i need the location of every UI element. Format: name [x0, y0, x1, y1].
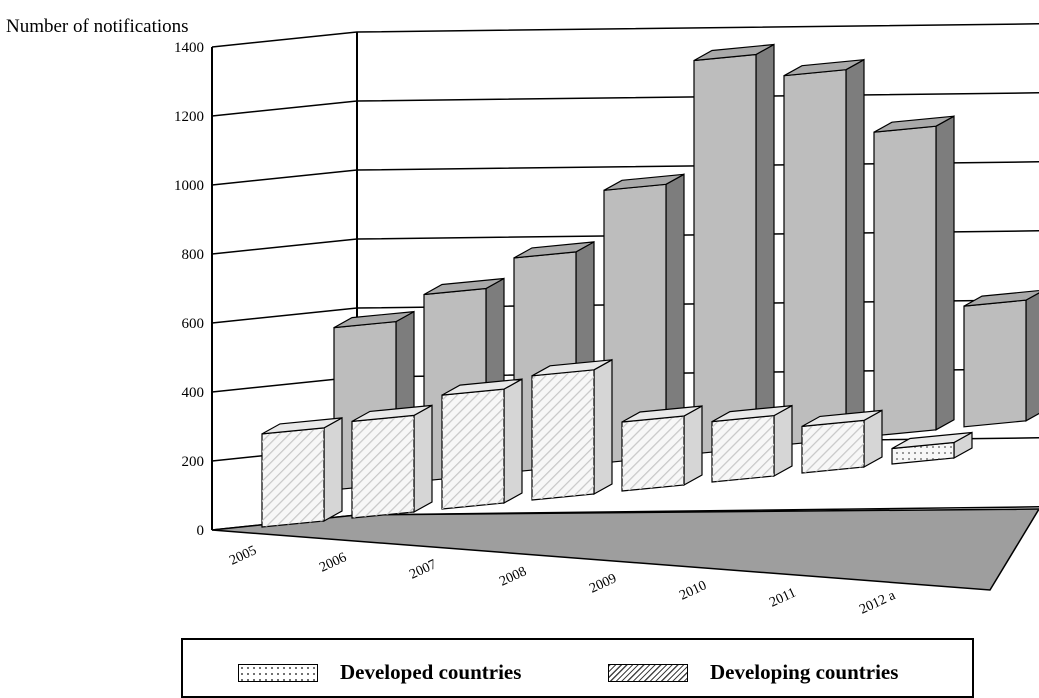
y-tick-label: 0	[197, 523, 205, 539]
bar-developing-7-top	[963, 289, 1039, 307]
y-tick-label: 400	[182, 385, 205, 401]
bar-developed-1-top	[351, 404, 433, 422]
bar-developed-5	[711, 404, 793, 483]
bar-developing-4-side	[755, 43, 775, 449]
bar-developed-7-pattern	[892, 442, 954, 464]
bar-developing-3	[603, 173, 685, 464]
gridline	[211, 23, 1039, 48]
bar-developed-7	[891, 431, 973, 465]
bar-developed-2-top	[441, 378, 523, 396]
legend: Developed countries Developing countries	[181, 638, 974, 698]
bar-developing-3-top	[603, 173, 685, 191]
bar-developed-0-side	[323, 416, 343, 523]
x-tick-label: 2012 a	[857, 588, 898, 618]
floor-plane	[211, 508, 1039, 591]
y-tick-label: 200	[182, 454, 205, 470]
bar-developed-3-pattern	[532, 369, 594, 500]
x-tick-label: 2008	[497, 564, 529, 589]
gridline	[211, 92, 1039, 117]
legend-item-developed: Developed countries	[238, 660, 521, 685]
bar-developed-6-pattern	[802, 420, 864, 473]
bar-developed-4-top	[621, 405, 703, 423]
bars	[261, 43, 1039, 528]
bar-developed-3-side	[593, 358, 613, 496]
y-axis-title: Number of notifications	[6, 16, 189, 37]
bar-developing-1-top	[423, 277, 505, 296]
chart-floor	[211, 508, 1039, 591]
bar-developed-2-side	[503, 378, 523, 505]
x-tick-label: 2009	[587, 571, 619, 596]
bar-developed-4	[621, 404, 703, 492]
x-tick-label: 2006	[317, 550, 349, 575]
y-tick-label: 800	[182, 247, 205, 263]
bar-developed-2-pattern	[442, 389, 504, 509]
bar-developing-6-front	[873, 125, 937, 437]
y-tick-label: 1400	[174, 40, 204, 56]
bar-developed-6	[801, 409, 883, 474]
bar-developing-6	[873, 115, 955, 437]
bar-developing-4-front	[693, 53, 757, 455]
bar-developed-3	[531, 358, 613, 501]
y-tick-label: 600	[182, 316, 205, 332]
x-tick-label: 2005	[227, 543, 259, 568]
bar-developing-2-top	[513, 241, 595, 259]
bar-developed-0-pattern	[262, 427, 324, 527]
x-tick-label: 2010	[677, 578, 709, 603]
bar-developed-3-top	[531, 359, 613, 377]
legend-label-developing: Developing countries	[710, 660, 899, 684]
bar-developing-5	[783, 58, 865, 446]
legend-label-developed: Developed countries	[340, 660, 522, 684]
bar-chart-3d: 0 200 400 600 800 1000 1200 1400 2005 2006 2007 20…	[174, 23, 1039, 618]
legend-item-developing: Developing countries	[608, 660, 898, 685]
bar-developed-2	[441, 378, 523, 510]
bar-developing-5-front	[783, 69, 847, 446]
bar-developed-7-top	[891, 431, 973, 450]
bar-developed-6-top	[801, 409, 883, 427]
y-tick-label: 1000	[174, 178, 204, 194]
bar-developing-4-top	[693, 43, 775, 62]
legend-swatch-developed	[238, 663, 318, 682]
bar-developed-5-pattern	[712, 415, 774, 482]
bar-developed-1	[351, 404, 433, 519]
bar-developed-5-side	[773, 404, 793, 478]
bar-developed-0-top	[261, 417, 343, 435]
bar-developed-4-side	[683, 404, 703, 487]
legend-swatch-developing	[608, 663, 688, 682]
bar-developing-6-top	[873, 115, 955, 133]
bar-developed-0	[261, 416, 343, 528]
x-tick-label: 2007	[407, 557, 439, 582]
y-tick-labels: 0 200 400 600 800 1000 1200 1400	[174, 40, 204, 539]
bar-developing-6-side	[935, 115, 955, 431]
bar-developed-1-pattern	[352, 415, 414, 518]
bar-developing-0-top	[333, 311, 415, 329]
bar-developing-7-front	[963, 299, 1027, 428]
bar-developed-5-top	[711, 405, 793, 423]
bar-developed-4-pattern	[622, 416, 684, 491]
y-tick-label: 1200	[174, 109, 204, 125]
x-tick-label: 2011	[767, 585, 798, 610]
bar-developing-5-side	[845, 58, 865, 440]
bar-developed-1-side	[413, 404, 433, 514]
bar-developing-5-top	[783, 59, 865, 77]
bar-developing-7	[963, 289, 1039, 428]
bar-developing-7-side	[1025, 292, 1039, 422]
bar-developing-4	[693, 43, 775, 455]
